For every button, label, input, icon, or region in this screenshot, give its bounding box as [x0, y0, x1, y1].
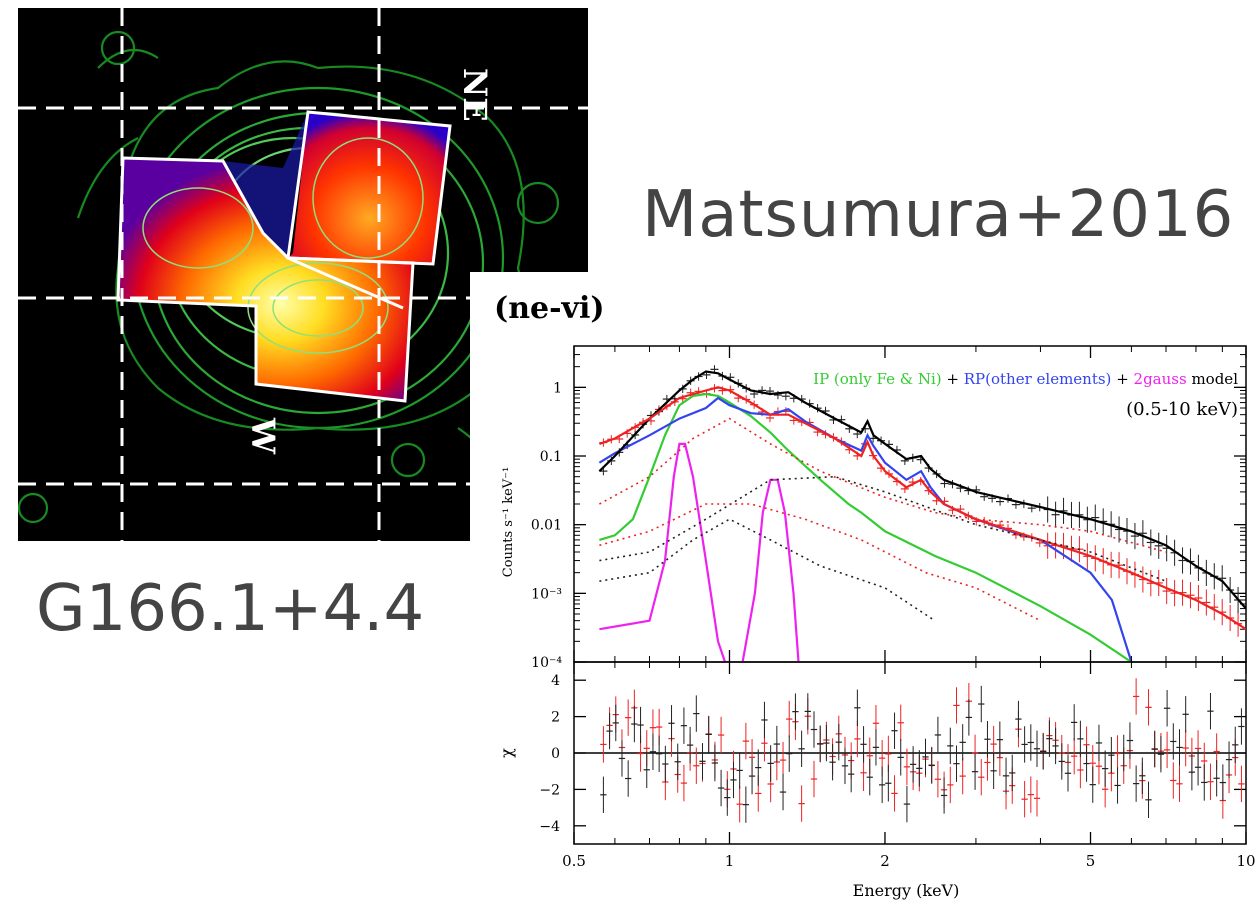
y-tick-label: 0.1: [540, 449, 562, 465]
legend-part: +: [1111, 370, 1133, 388]
panel-label: (ne-vi): [494, 291, 605, 326]
energy-band: (0.5-10 keV): [1126, 399, 1238, 420]
legend: IP (only Fe & Ni) + RP(other elements) +…: [813, 370, 1238, 388]
x-tick-label: 1: [725, 852, 735, 870]
residual-y-tick-label: −4: [539, 819, 560, 835]
region-label-ne: NE: [456, 68, 494, 122]
legend-part: model: [1187, 370, 1239, 388]
x-tick-label: 10: [1236, 852, 1255, 870]
residual-y-tick-label: 0: [551, 746, 560, 762]
x-tick-label: 0.5: [562, 852, 586, 870]
x-tick-label: 2: [880, 852, 890, 870]
series-line: [743, 480, 799, 662]
residual-points: [600, 678, 1244, 823]
x-tick-label: 5: [1086, 852, 1096, 870]
x-axis: 0.5 1 2 5 10: [562, 346, 1255, 870]
y-tick-label: 10⁻⁴: [531, 655, 562, 671]
y-tick-label: 10⁻³: [531, 586, 562, 602]
legend-part: RP(other elements): [964, 370, 1112, 388]
reference-label: Matsumura+2016: [642, 178, 1234, 252]
legend-part: 2gauss: [1134, 370, 1187, 388]
residual-panel: 4 2 0 −2 −4: [539, 662, 1246, 844]
series-line: [599, 398, 1131, 662]
y-tick-label: 1: [553, 380, 562, 396]
residual-y-tick-label: 4: [551, 673, 560, 689]
series-line: [599, 387, 1246, 629]
region-label-w: W: [244, 417, 282, 455]
xlabel: Energy (keV): [853, 881, 960, 900]
series-line: [599, 519, 935, 621]
y-tick-label: 0.01: [531, 518, 562, 534]
residual-y-tick-label: 2: [551, 710, 560, 726]
legend-part: +: [942, 370, 964, 388]
object-name: G166.1+4.4: [36, 572, 424, 646]
legend-part: IP (only Fe & Ni): [813, 370, 942, 388]
residual-y-tick-label: −2: [539, 782, 560, 798]
series-line: [599, 394, 1131, 662]
top-panel: 1 0.1 0.01 10⁻³ 10⁻⁴: [531, 346, 1246, 671]
top-ylabel: Counts s⁻¹ keV⁻¹: [501, 467, 516, 577]
series-line: [599, 444, 729, 662]
bottom-ylabel: χ: [497, 748, 516, 758]
spectrum-chart: (ne-vi) 1 0.1 0.01 10⁻³ 10⁻⁴ 4 2 0 −2 −4 0.5 1 2 5 1…: [470, 272, 1260, 908]
